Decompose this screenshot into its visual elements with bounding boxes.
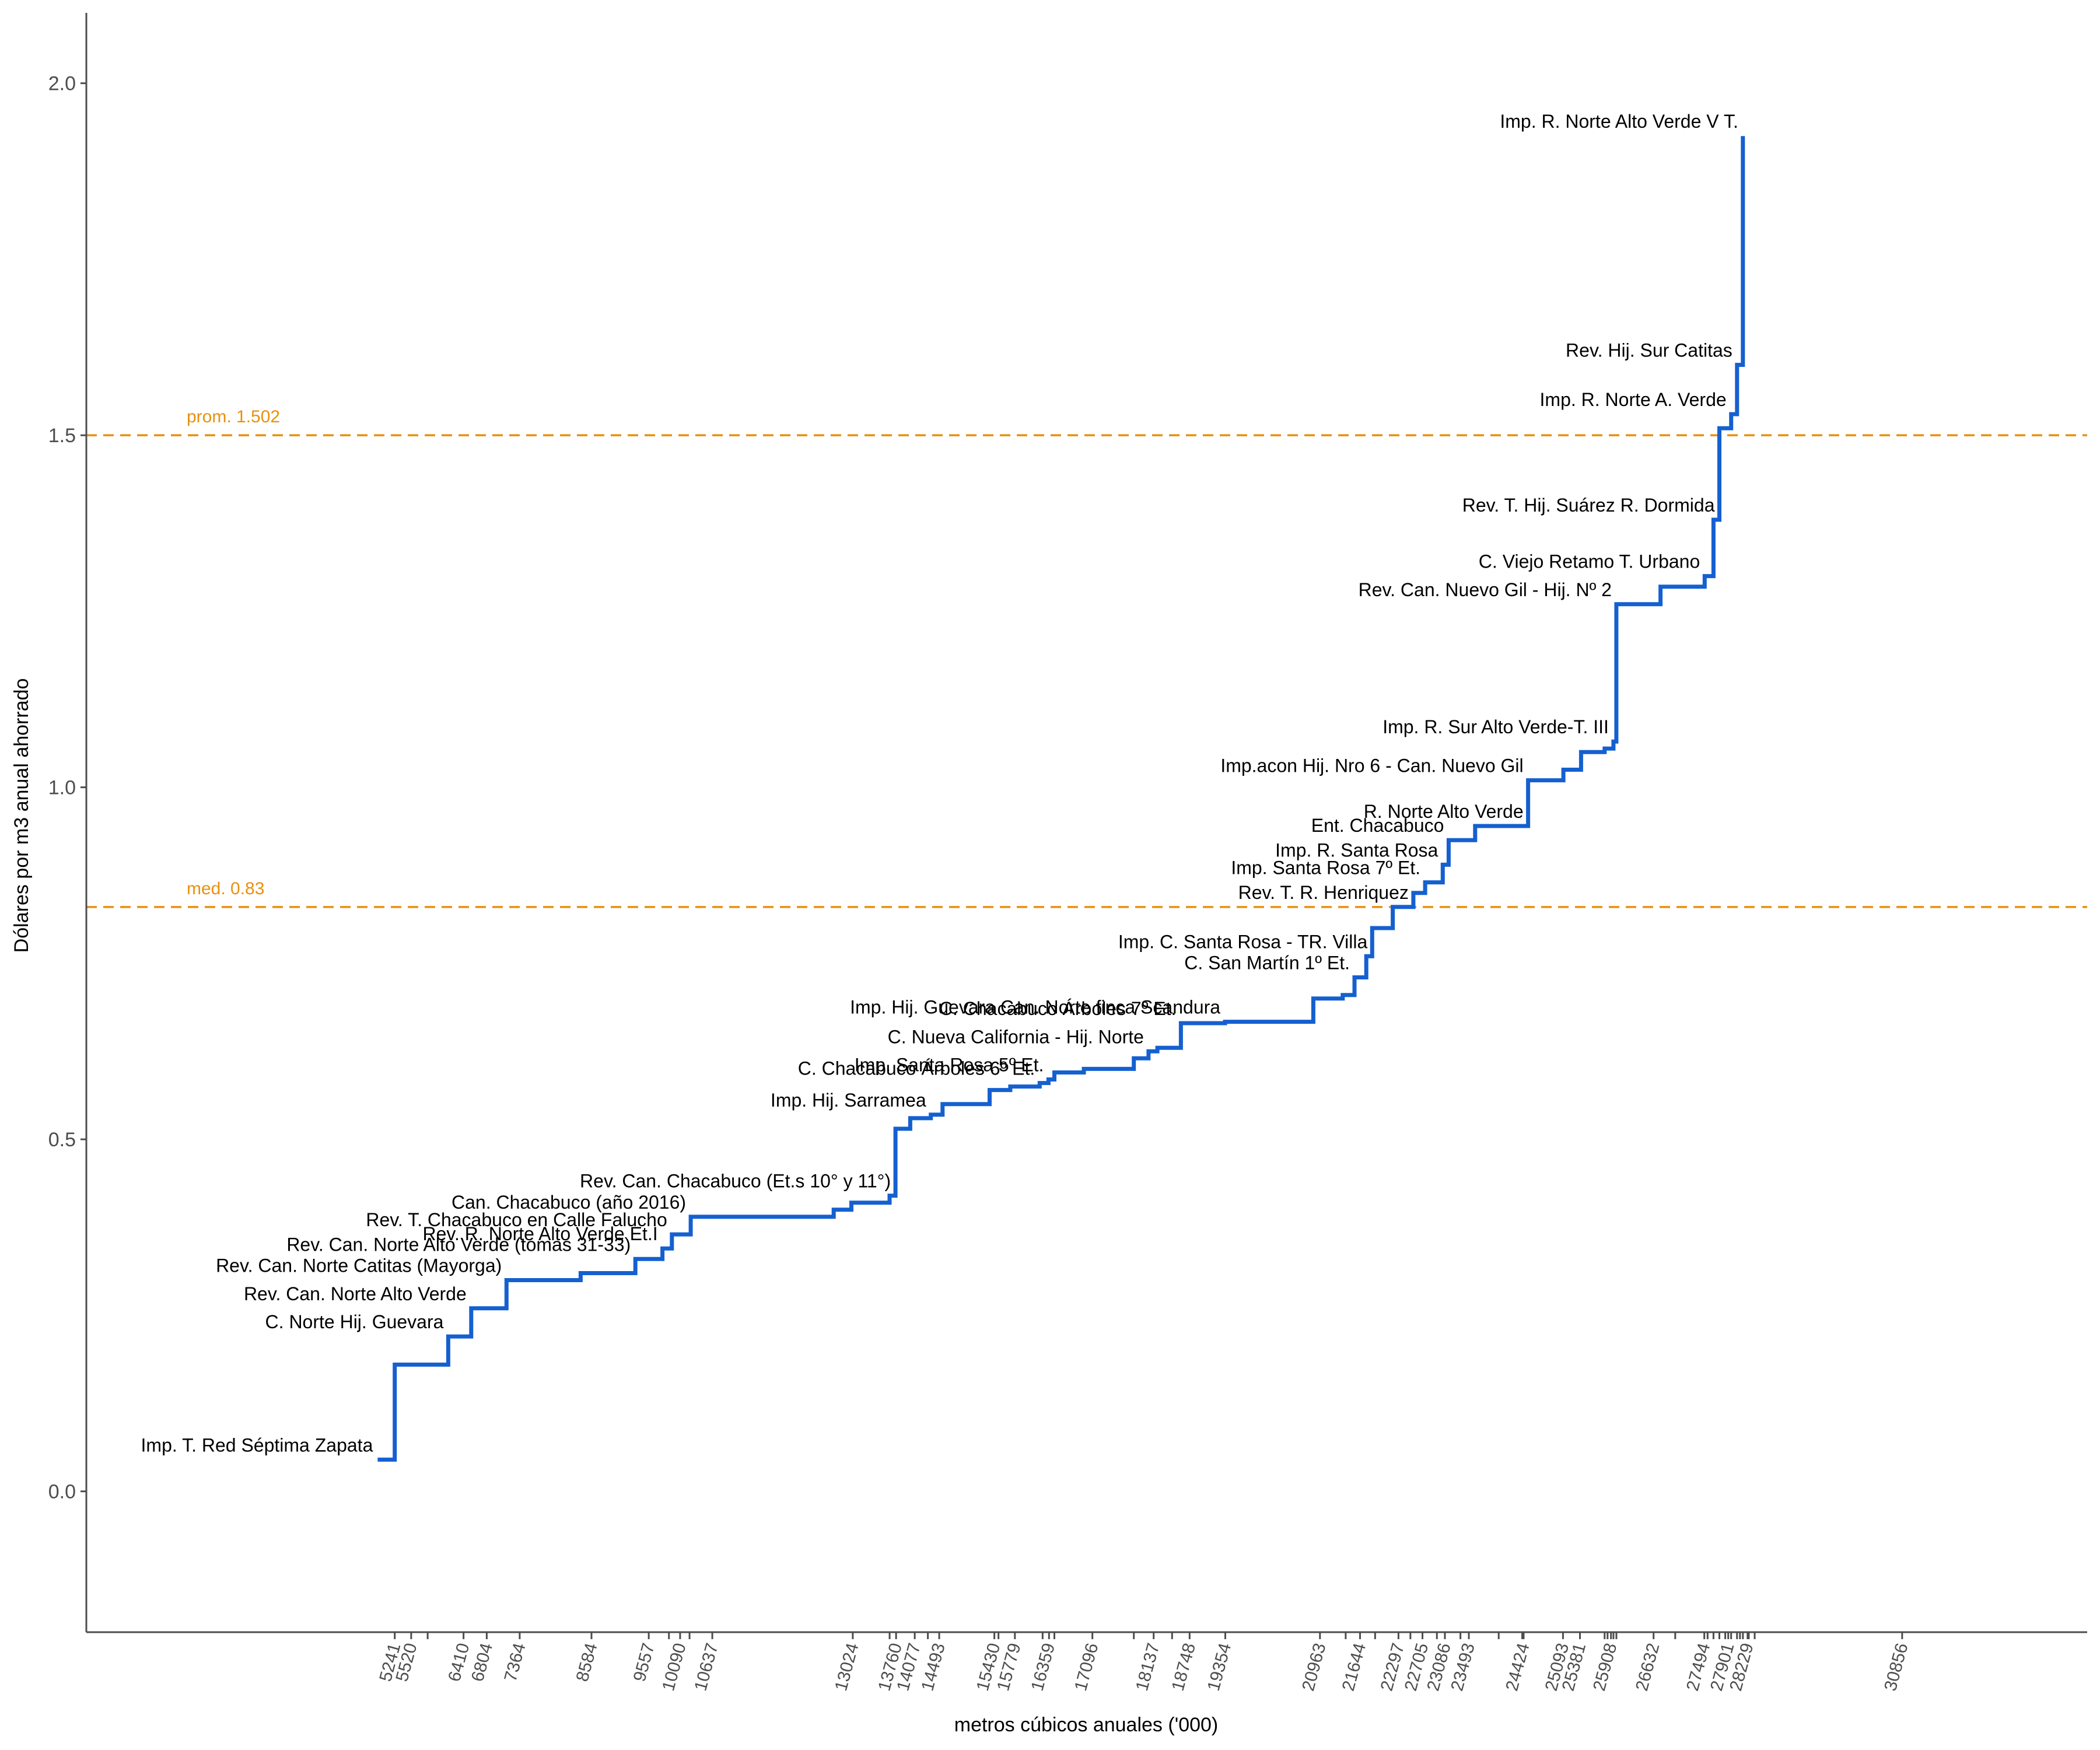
x-tick-label: 18137: [1132, 1641, 1163, 1693]
step-label: Imp. Santa Rosa 5º Et.: [855, 1055, 1044, 1076]
step-label: Imp. Hij. Sarramea: [771, 1090, 926, 1111]
step-label: Imp.acon Hij. Nro 6 - Can. Nuevo Gil: [1220, 755, 1523, 776]
step-label: Imp. R. Norte Alto Verde V T.: [1500, 111, 1738, 132]
x-tick-label: 21644: [1339, 1641, 1370, 1693]
x-tick-label: 9557: [630, 1641, 659, 1684]
step-label: Imp. C. Santa Rosa - TR. Villa: [1118, 931, 1368, 952]
step-label: C. Nueva California - Hij. Norte: [888, 1026, 1144, 1047]
reference-lines: prom. 1.502 med. 0.83: [86, 407, 2087, 908]
step-label: Rev. Can. Norte Alto Verde: [244, 1283, 467, 1304]
y-axis: 0.0 0.5 1.0 1.5 2.0: [48, 13, 88, 1632]
x-tick-label: 13024: [831, 1641, 862, 1693]
step-series-path: [377, 136, 1745, 1462]
step-label: Rev. Can. Norte Catitas (Mayorga): [216, 1255, 502, 1276]
x-tick-label: 25908: [1590, 1641, 1620, 1693]
y-tick-label: 0.5: [48, 1129, 76, 1151]
y-tick-label: 2.0: [48, 73, 76, 95]
y-tick-label: 1.0: [48, 777, 76, 799]
step-label: C. San Martín 1º Et.: [1184, 953, 1350, 974]
x-axis-title: metros cúbicos anuales ('000): [954, 1714, 1219, 1736]
step-label: Imp. Hij. Guevara Can. Norte finca Scand…: [850, 997, 1220, 1018]
step-label: C. Viejo Retamo T. Urbano: [1479, 551, 1700, 572]
x-tick-label: 8584: [573, 1641, 601, 1684]
y-tick-label: 1.5: [48, 425, 76, 447]
step-label: Imp. T. Red Séptima Zapata: [141, 1434, 373, 1455]
step-label: Ent. Chacabuco: [1311, 815, 1444, 836]
x-tick-label: 26632: [1632, 1641, 1663, 1693]
step-label: R. Norte Alto Verde: [1364, 801, 1524, 822]
step-label: Rev. R. Norte Alto Verde Et.I: [422, 1223, 657, 1244]
step-label: Imp. R. Sur Alto Verde-T. III: [1382, 716, 1609, 737]
step-annotations: Imp. R. Norte Alto Verde V T. Rev. Hij. S…: [141, 111, 1738, 1455]
reference-line-label: med. 0.83: [187, 879, 264, 898]
step-label: C. Norte Hij. Guevara: [265, 1311, 444, 1332]
step-label: Rev. Can. Norte Alto Verde (tomas 31-33): [286, 1234, 631, 1255]
reference-line-label: prom. 1.502: [187, 407, 280, 426]
step-label: Rev. Can. Chacabuco (Et.s 10° y 11°): [580, 1171, 891, 1192]
step-label: Rev. T. Chacabuco en Calle Falucho: [366, 1209, 667, 1230]
x-tick-label: 24424: [1502, 1641, 1533, 1693]
step-label: Rev. Can. Nuevo Gil - Hij. Nº 2: [1359, 579, 1612, 600]
step-label: Rev. T. Hij. Suárez R. Dormida: [1462, 495, 1715, 516]
step-label: C. Chacabuco Árboles 7º Et.: [939, 998, 1177, 1019]
x-tick-label: 19354: [1204, 1641, 1235, 1693]
cost-step-line: [377, 136, 1745, 1462]
step-label: Imp. R. Santa Rosa: [1275, 839, 1438, 860]
step-label: Imp. R. Norte A. Verde: [1540, 389, 1727, 410]
x-tick-label: 10637: [691, 1641, 722, 1693]
x-tick-label: 16359: [1028, 1641, 1059, 1693]
step-label: Imp. Santa Rosa 7º Et.: [1231, 858, 1420, 878]
x-tick-label: 17096: [1071, 1641, 1102, 1693]
step-label: Can. Chacabuco (año 2016): [452, 1192, 686, 1213]
x-tick-label: 10090: [659, 1641, 690, 1693]
step-label: C. Chacabuco Árboles 6º Et.: [798, 1058, 1035, 1079]
y-tick-label: 0.0: [48, 1481, 76, 1503]
x-tick-label: 20963: [1298, 1641, 1329, 1693]
y-axis-title: Dólares por m3 anual ahorrado: [10, 678, 33, 953]
step-label: Rev. Hij. Sur Catitas: [1566, 340, 1732, 360]
x-tick-label: 18748: [1168, 1641, 1199, 1693]
step-label: Rev. T. R. Henriquez: [1238, 882, 1409, 903]
x-tick-label: 30856: [1881, 1641, 1912, 1693]
x-tick-label: 7364: [501, 1641, 530, 1684]
